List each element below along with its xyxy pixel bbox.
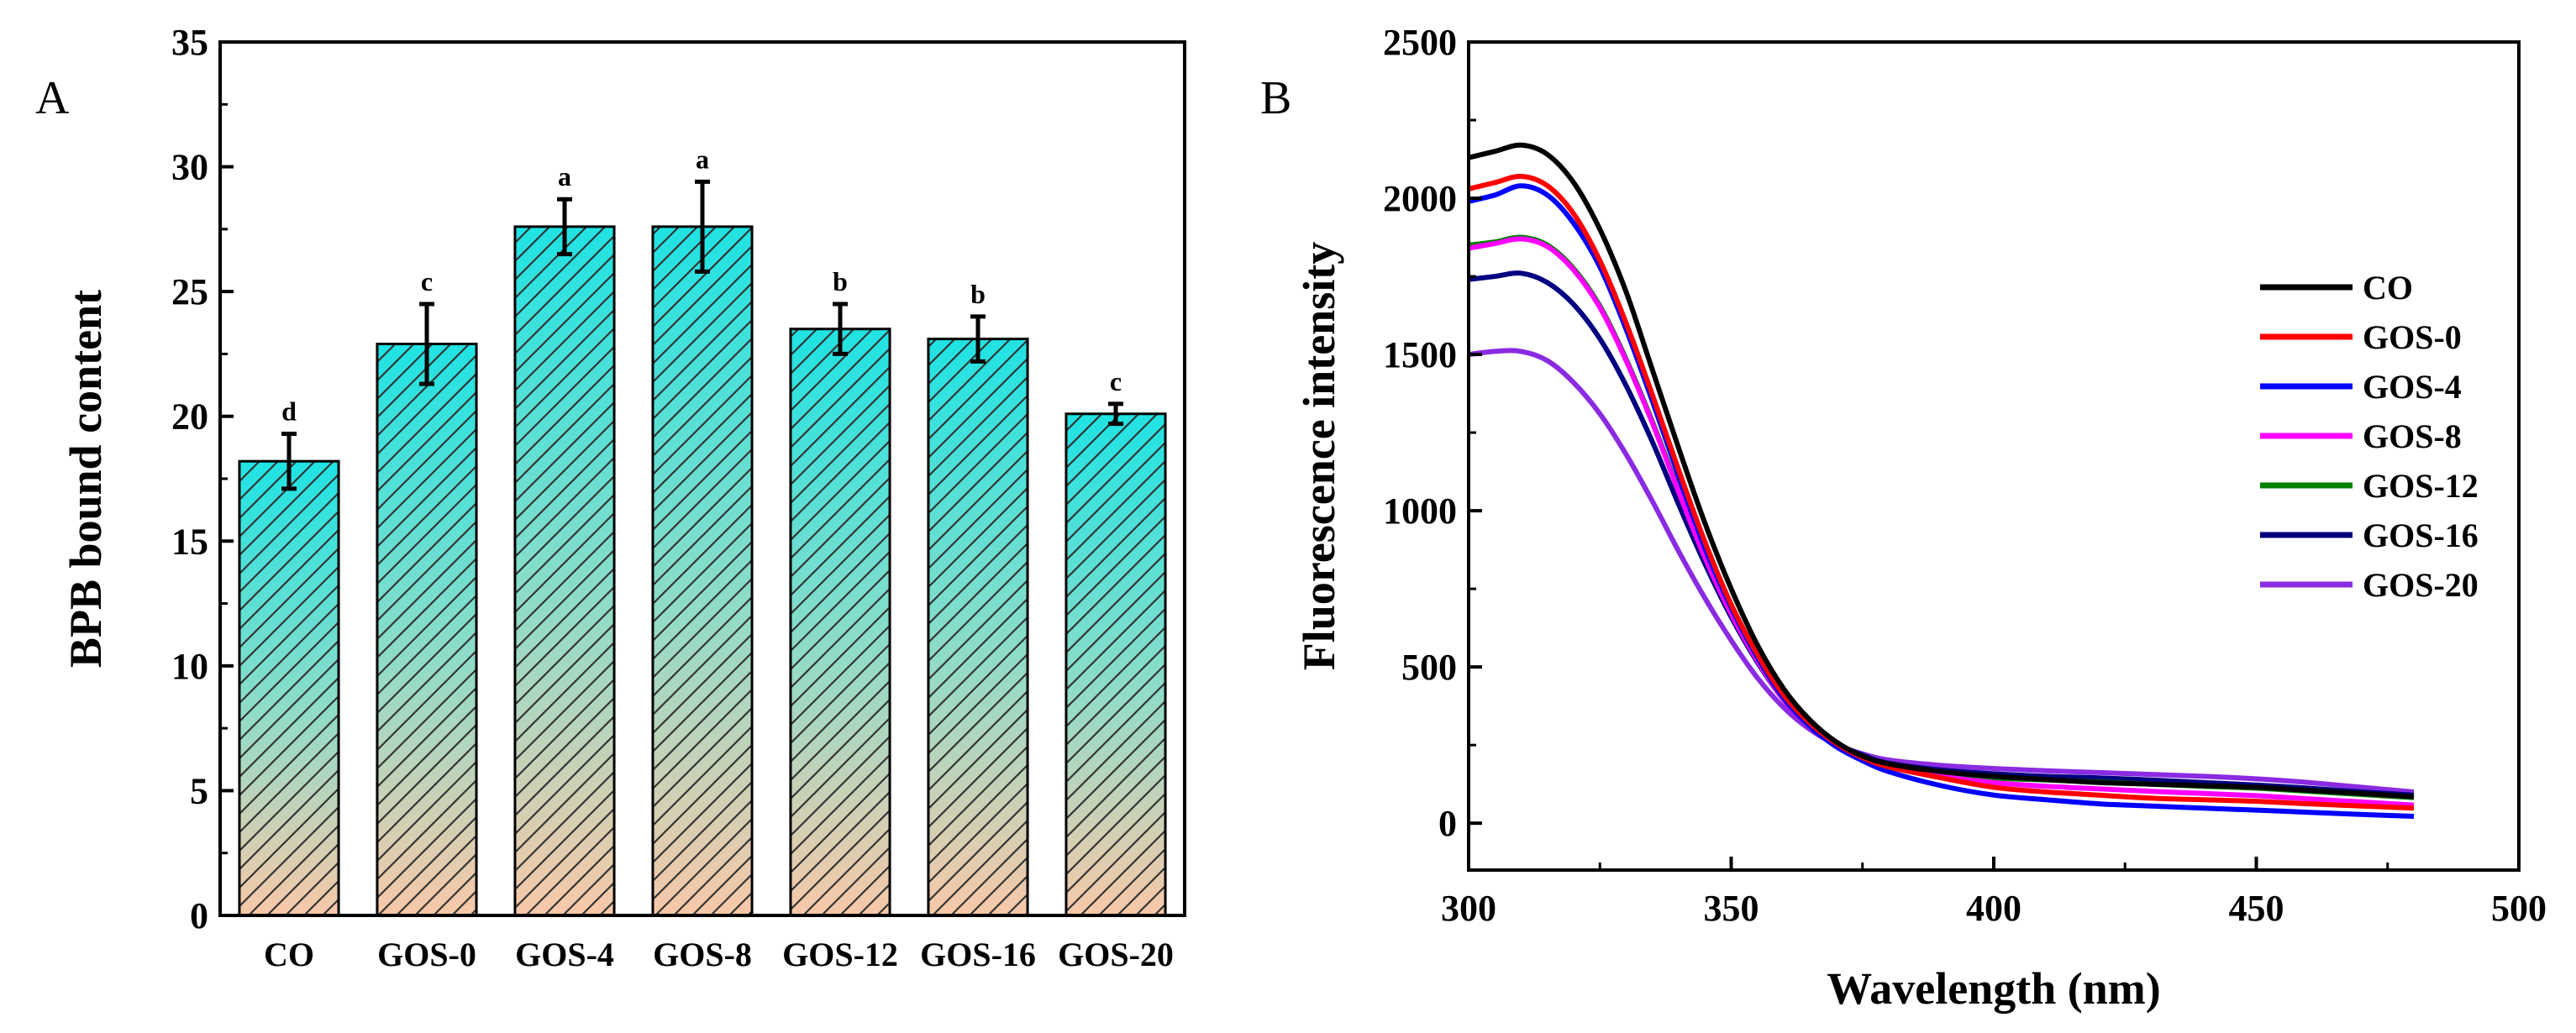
bar-group: b GOS-12 [782, 266, 898, 973]
legend-entry: GOS-8 [2260, 417, 2462, 455]
significance-label: b [833, 266, 848, 296]
legend-label: GOS-16 [2363, 516, 2479, 554]
legend-entry: CO [2260, 269, 2413, 307]
bar-group: c GOS-0 [376, 266, 478, 973]
x-tick-label: 500 [2491, 888, 2547, 929]
y-tick-label: 1500 [1383, 334, 1457, 375]
bar-hatch [238, 459, 340, 917]
legend-label: GOS-12 [2363, 467, 2479, 505]
y-tick-label: 2000 [1383, 178, 1457, 219]
y-tick-label: 5 [190, 770, 208, 811]
panel-b-label: B [1260, 72, 1291, 124]
series-line [1469, 142, 2415, 800]
bar-group: a GOS-8 [651, 144, 754, 973]
legend-entry: GOS-16 [2260, 516, 2479, 554]
bar-group: b GOS-16 [920, 279, 1036, 973]
x-tick-label: 400 [1966, 888, 2021, 929]
legend-label: GOS-4 [2363, 368, 2462, 406]
series-line [1469, 236, 2415, 808]
bar-series: d CO c GOS-0 a GOS-4 a GOS-8 b GOS-12 b GOS-16 c GOS-… [238, 144, 1174, 973]
panel-a-label: A [35, 72, 70, 124]
y-tick-label: 20 [171, 396, 208, 438]
bar-hatch [927, 338, 1029, 917]
legend-entry: GOS-20 [2260, 566, 2479, 604]
y-tick-label: 0 [190, 895, 208, 936]
legend-entry: GOS-4 [2260, 368, 2462, 406]
significance-label: a [696, 144, 709, 174]
legend-label: GOS-8 [2363, 417, 2462, 455]
axis-ticks-b: 300 350 400 450 500 0 500 1000 1500 2000 2500 [1383, 22, 2547, 929]
legend-label: GOS-20 [2363, 566, 2479, 604]
bar-group: d CO [238, 396, 340, 973]
y-tick-label: 30 [171, 147, 208, 188]
category-label: GOS-20 [1058, 936, 1174, 973]
x-tick-label: 350 [1704, 888, 1759, 929]
legend-label: GOS-0 [2363, 318, 2462, 356]
series-line [1469, 348, 2415, 794]
category-label: GOS-12 [782, 936, 898, 973]
legend-entry: GOS-0 [2260, 318, 2462, 356]
panel-a-bar-chart: A d CO c GOS-0 a GOS-4 a GOS-8 b GOS-12 b GOS-16 c GO… [35, 22, 1186, 973]
significance-label: a [558, 161, 571, 191]
bar-group: a GOS-4 [513, 161, 616, 973]
category-label: GOS-16 [920, 936, 1036, 973]
y-axis-title-a: BPB bound content [60, 290, 111, 668]
x-tick-label: 300 [1441, 888, 1496, 929]
category-label: GOS-8 [653, 936, 752, 973]
y-tick-label: 25 [171, 271, 208, 312]
y-tick-label: 2500 [1383, 22, 1457, 63]
significance-label: c [421, 266, 433, 296]
bar-hatch [651, 225, 754, 917]
legend-label: CO [2363, 269, 2413, 307]
significance-label: c [1110, 366, 1122, 396]
significance-label: b [970, 279, 986, 309]
bar-group: c GOS-20 [1058, 366, 1174, 973]
y-tick-label: 0 [1438, 803, 1457, 844]
category-label: CO [264, 936, 314, 973]
category-label: GOS-4 [515, 936, 614, 973]
series-line [1469, 234, 2415, 800]
y-tick-label: 15 [171, 521, 208, 562]
category-label: GOS-0 [377, 936, 476, 973]
y-tick-label: 1000 [1383, 490, 1457, 532]
y-tick-label: 10 [171, 646, 208, 687]
bar-hatch [789, 328, 891, 917]
x-axis-title-b: Wavelength (nm) [1827, 963, 2161, 1014]
legend-entry: GOS-12 [2260, 467, 2479, 505]
y-axis-title-b: Fluorescence intensity [1294, 242, 1344, 670]
bar-hatch [513, 225, 616, 917]
bar-hatch [1065, 412, 1167, 917]
legend: CO GOS-0 GOS-4 GOS-8 GOS-12 GOS-16 GOS-20 [2260, 269, 2479, 604]
panel-b-line-chart: B 300 350 400 450 500 0 500 1000 1500 2000 2500 Wa… [1260, 22, 2547, 1014]
y-tick-label: 500 [1401, 647, 1457, 688]
y-tick-label: 35 [171, 22, 208, 63]
y-axis-ticks-a: 0 5 10 15 20 25 30 35 [171, 22, 234, 936]
significance-label: d [281, 396, 297, 427]
line-series [1469, 142, 2415, 819]
series-line [1469, 173, 2415, 811]
bar-hatch [376, 343, 478, 917]
x-tick-label: 450 [2229, 888, 2284, 929]
